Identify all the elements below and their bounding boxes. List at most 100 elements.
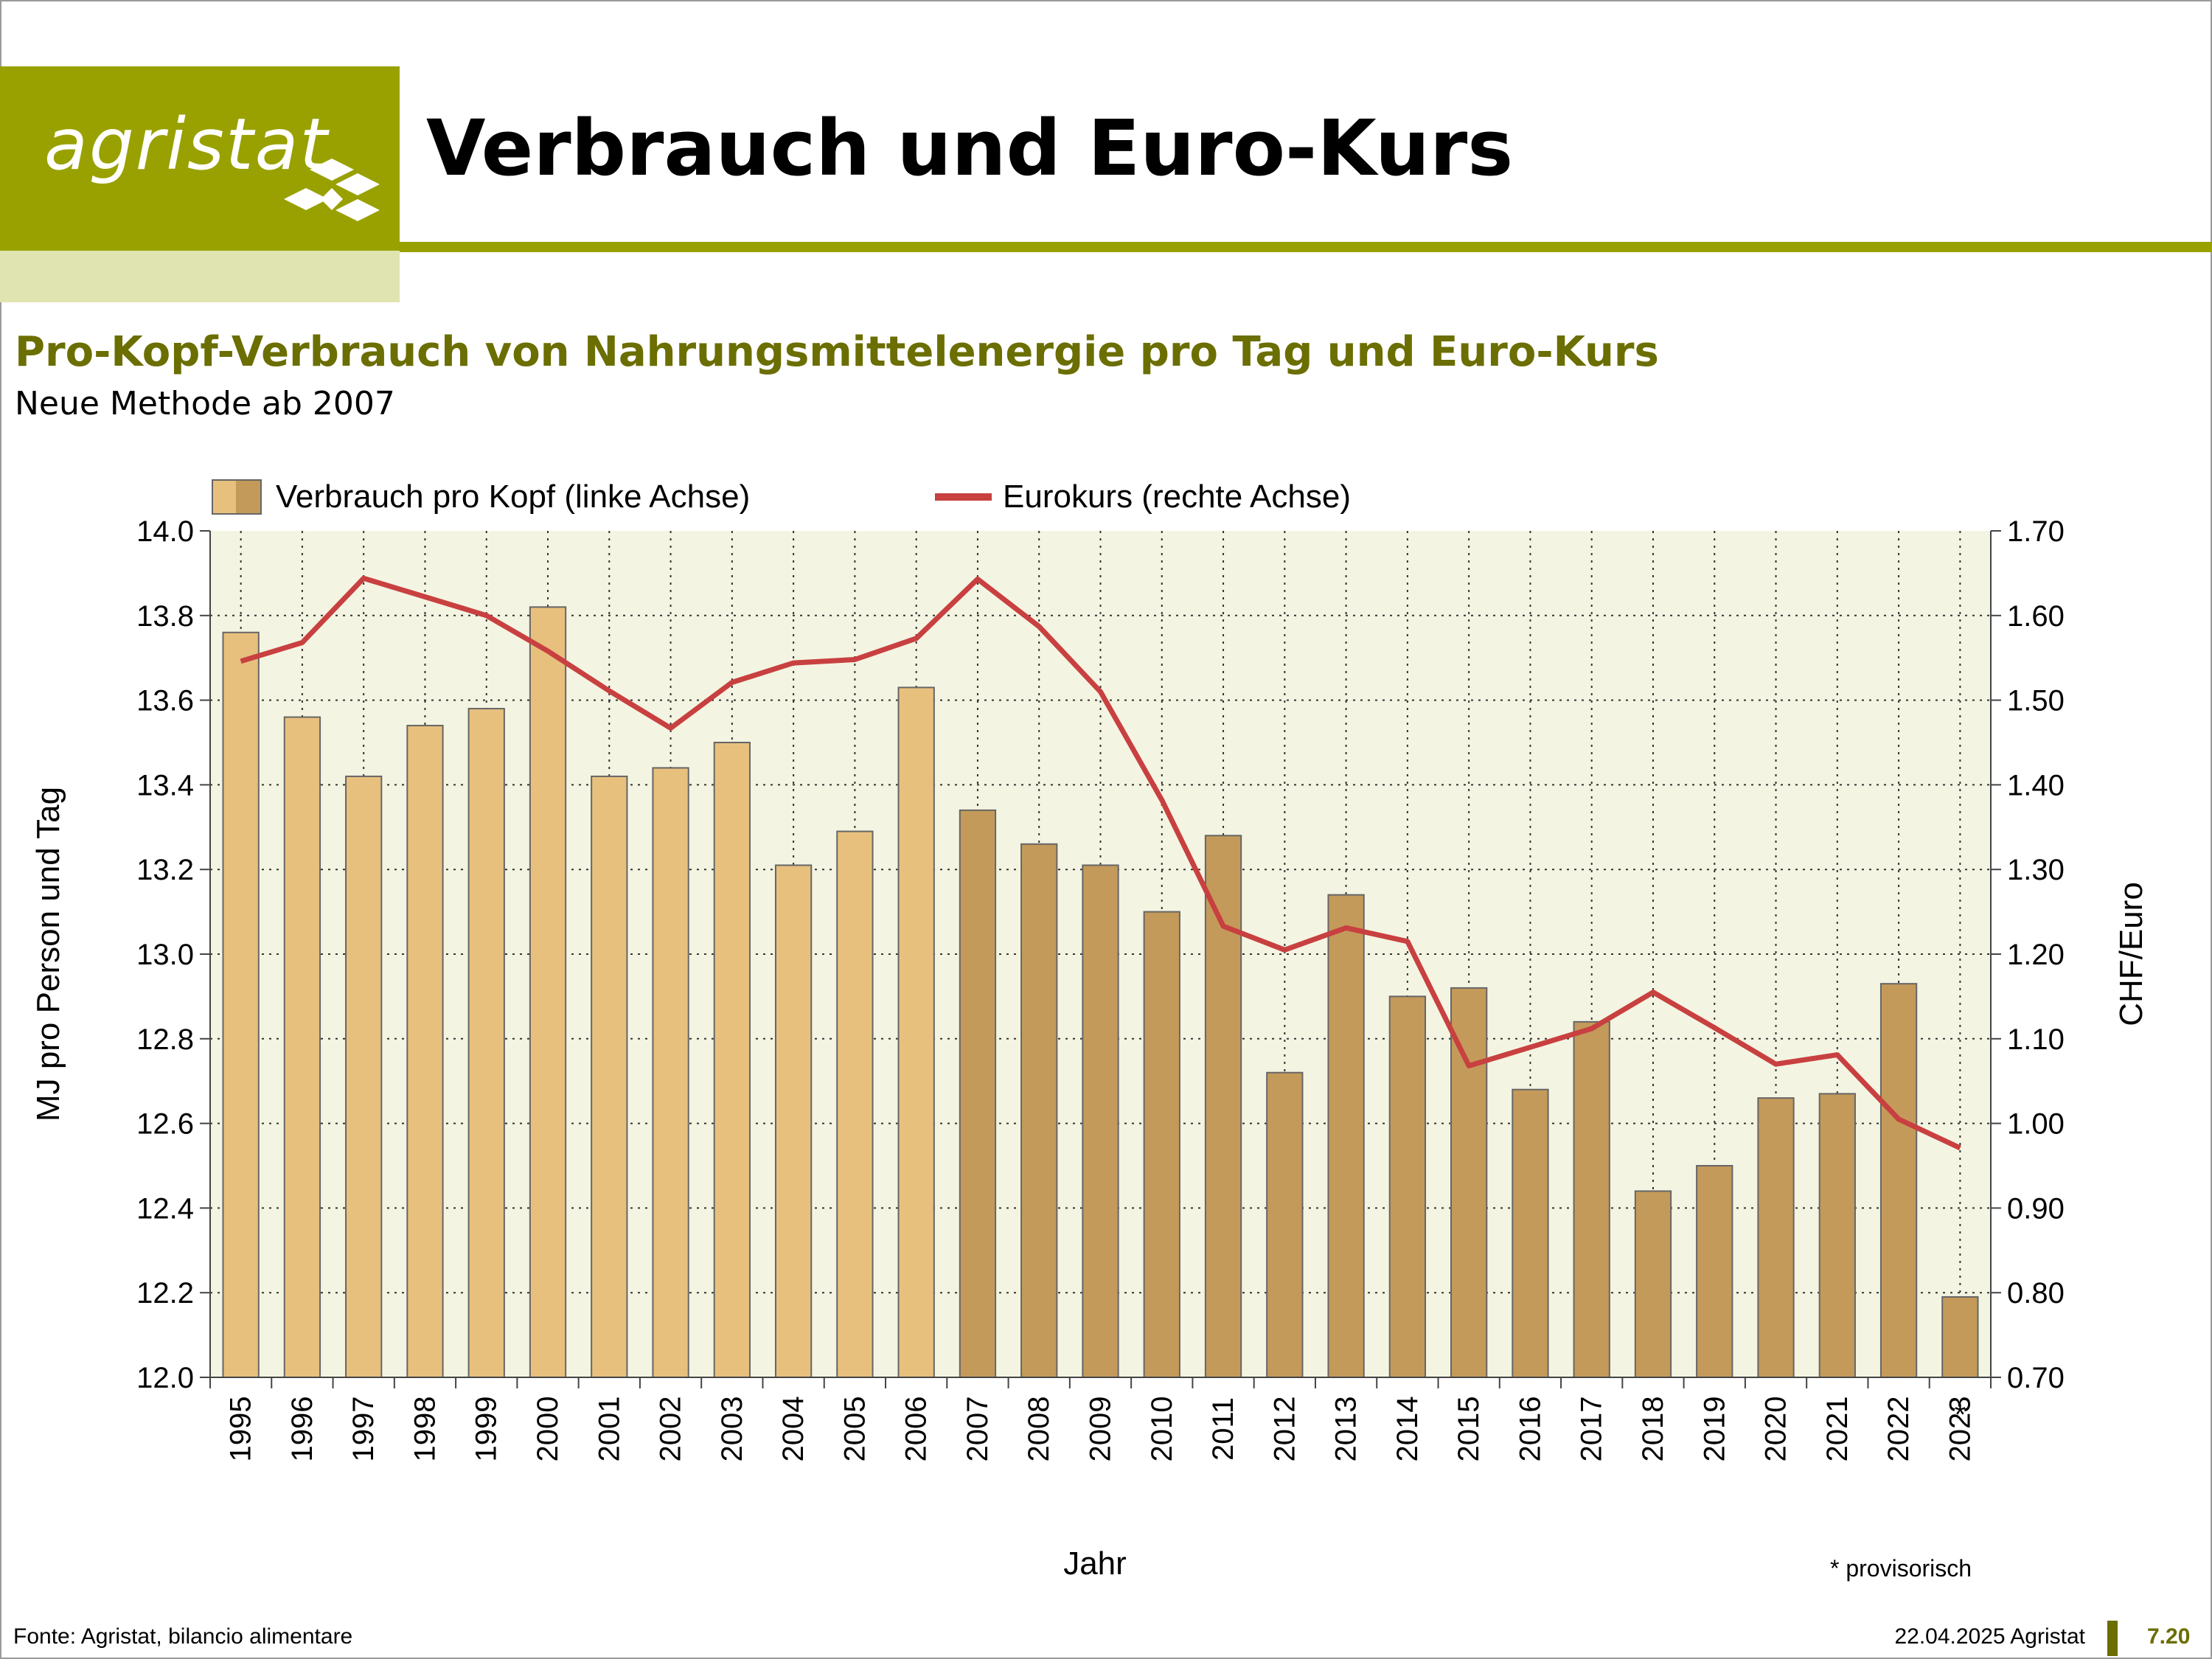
x-tick-label: 2005: [838, 1397, 871, 1462]
y-tick-label-right: 1.00: [2007, 1108, 2065, 1141]
bar-2015: [1450, 987, 1488, 1379]
bar-2000: [529, 606, 567, 1379]
y-tick-label-right: 0.90: [2007, 1192, 2065, 1225]
bar-2004: [774, 864, 813, 1378]
chart-method-note: Neue Methode ab 2007: [15, 385, 395, 422]
x-tick-label: 2010: [1146, 1397, 1178, 1462]
y-tick-label-right: 1.70: [2007, 515, 2065, 548]
x-tick-label: 2011: [1207, 1397, 1239, 1461]
bar-2023: [1941, 1295, 1979, 1378]
logo-text: agristat: [44, 103, 330, 186]
x-tick-label: 2013: [1330, 1397, 1363, 1462]
x-tick-label: 2019: [1698, 1397, 1731, 1462]
y-tick-label-right: 1.50: [2007, 685, 2065, 717]
x-tick-label: 2022: [1882, 1397, 1915, 1462]
bar-1997: [345, 775, 383, 1379]
y-tick-label-right: 1.10: [2007, 1023, 2065, 1056]
x-tick-label: 2016: [1514, 1397, 1546, 1462]
y-tick-label-left: 12.0: [136, 1362, 194, 1394]
legend-swatch-bar-light: [212, 480, 236, 514]
x-tick-label: 1999: [470, 1397, 503, 1462]
bar-2021: [1818, 1093, 1856, 1379]
y-tick-label-left: 13.6: [136, 685, 194, 717]
y-axis-title-left: MJ pro Person und Tag: [30, 787, 66, 1121]
y-tick-label-left: 13.8: [136, 600, 194, 633]
y-tick-label-left: 12.6: [136, 1108, 194, 1141]
bar-2011: [1204, 835, 1242, 1378]
y-tick-label-right: 0.70: [2007, 1362, 2065, 1394]
x-tick-label: 2000: [532, 1397, 564, 1462]
header-rule: [400, 242, 2212, 252]
provisional-marker: *: [1955, 1399, 1966, 1431]
x-tick-label: 1995: [225, 1397, 257, 1462]
y-axis-title-right: CHF/Euro: [2113, 882, 2149, 1026]
legend-swatch-bar-dark: [236, 480, 261, 514]
y-tick-label-left: 13.2: [136, 854, 194, 886]
bar-2014: [1388, 995, 1427, 1378]
x-tick-label: 2002: [655, 1397, 687, 1462]
x-tick-label: 2009: [1085, 1397, 1117, 1462]
x-tick-label: 2006: [900, 1397, 933, 1462]
x-tick-label: 1998: [408, 1397, 441, 1462]
bar-1998: [406, 725, 444, 1378]
bar-2018: [1634, 1190, 1672, 1378]
x-tick-label: 2023: [1944, 1397, 1976, 1462]
bar-2020: [1757, 1097, 1795, 1379]
y-tick-label-right: 1.20: [2007, 939, 2065, 971]
x-tick-label: 2015: [1453, 1397, 1485, 1462]
y-tick-label-right: 1.40: [2007, 769, 2065, 801]
bar-2022: [1879, 983, 1918, 1379]
source-note: Fonte: Agristat, bilancio alimentare: [13, 1624, 353, 1649]
x-tick-label: 2004: [777, 1397, 810, 1462]
y-tick-label-left: 14.0: [136, 515, 194, 548]
bar-2002: [652, 767, 689, 1378]
bar-2007: [959, 809, 997, 1378]
bar-2001: [591, 775, 628, 1379]
bar-1995: [222, 631, 260, 1378]
y-tick-label-left: 12.8: [136, 1023, 194, 1056]
agristat-logo: [0, 66, 400, 251]
x-axis-title: Jahr: [1063, 1545, 1127, 1582]
bar-2003: [713, 742, 751, 1378]
bar-2008: [1020, 843, 1058, 1378]
bar-2010: [1143, 911, 1180, 1378]
footer-date: 22.04.2025 Agristat: [1894, 1624, 2085, 1649]
y-tick-label-right: 1.30: [2007, 854, 2065, 886]
bar-2016: [1512, 1088, 1549, 1379]
y-tick-label-left: 13.4: [136, 769, 194, 801]
legend-label-bars: Verbrauch pro Kopf (linke Achse): [276, 479, 750, 515]
bar-2012: [1266, 1071, 1304, 1378]
logo-underbar: [0, 251, 400, 302]
legend-swatch-border: [212, 479, 262, 515]
x-tick-label: 2008: [1023, 1397, 1055, 1462]
y-tick-label-left: 12.2: [136, 1277, 194, 1310]
bar-2006: [897, 686, 935, 1378]
bar-2005: [836, 830, 874, 1379]
x-tick-label: 2003: [716, 1397, 748, 1462]
y-tick-label-left: 12.4: [136, 1192, 194, 1225]
bar-2013: [1327, 894, 1365, 1378]
bar-2019: [1696, 1165, 1733, 1378]
x-tick-label: 2012: [1268, 1397, 1301, 1462]
chart-subtitle: Pro-Kopf-Verbrauch von Nahrungsmittelene…: [15, 328, 1659, 376]
page-title: Verbrauch und Euro-Kurs: [426, 103, 1514, 193]
x-tick-label: 2018: [1637, 1397, 1669, 1462]
eurokurs-line: [240, 575, 1961, 1151]
bar-2017: [1573, 1020, 1610, 1378]
x-tick-label: 2021: [1821, 1397, 1854, 1462]
y-tick-label-right: 0.80: [2007, 1277, 2065, 1310]
x-tick-label: 2020: [1760, 1397, 1792, 1462]
logo-diamonds-icon: [284, 159, 380, 221]
y-tick-label-left: 13.0: [136, 939, 194, 971]
bar-2009: [1082, 864, 1119, 1378]
page-number: 7.20: [2147, 1624, 2191, 1649]
x-tick-label: 2017: [1576, 1397, 1608, 1462]
page-number-bar: [2107, 1621, 2118, 1656]
provisional-note: * provisorisch: [1830, 1555, 1972, 1582]
x-tick-label: 1996: [286, 1397, 319, 1462]
bar-1996: [283, 716, 321, 1378]
x-tick-label: 2007: [961, 1397, 994, 1462]
x-tick-label: 2001: [593, 1397, 625, 1462]
